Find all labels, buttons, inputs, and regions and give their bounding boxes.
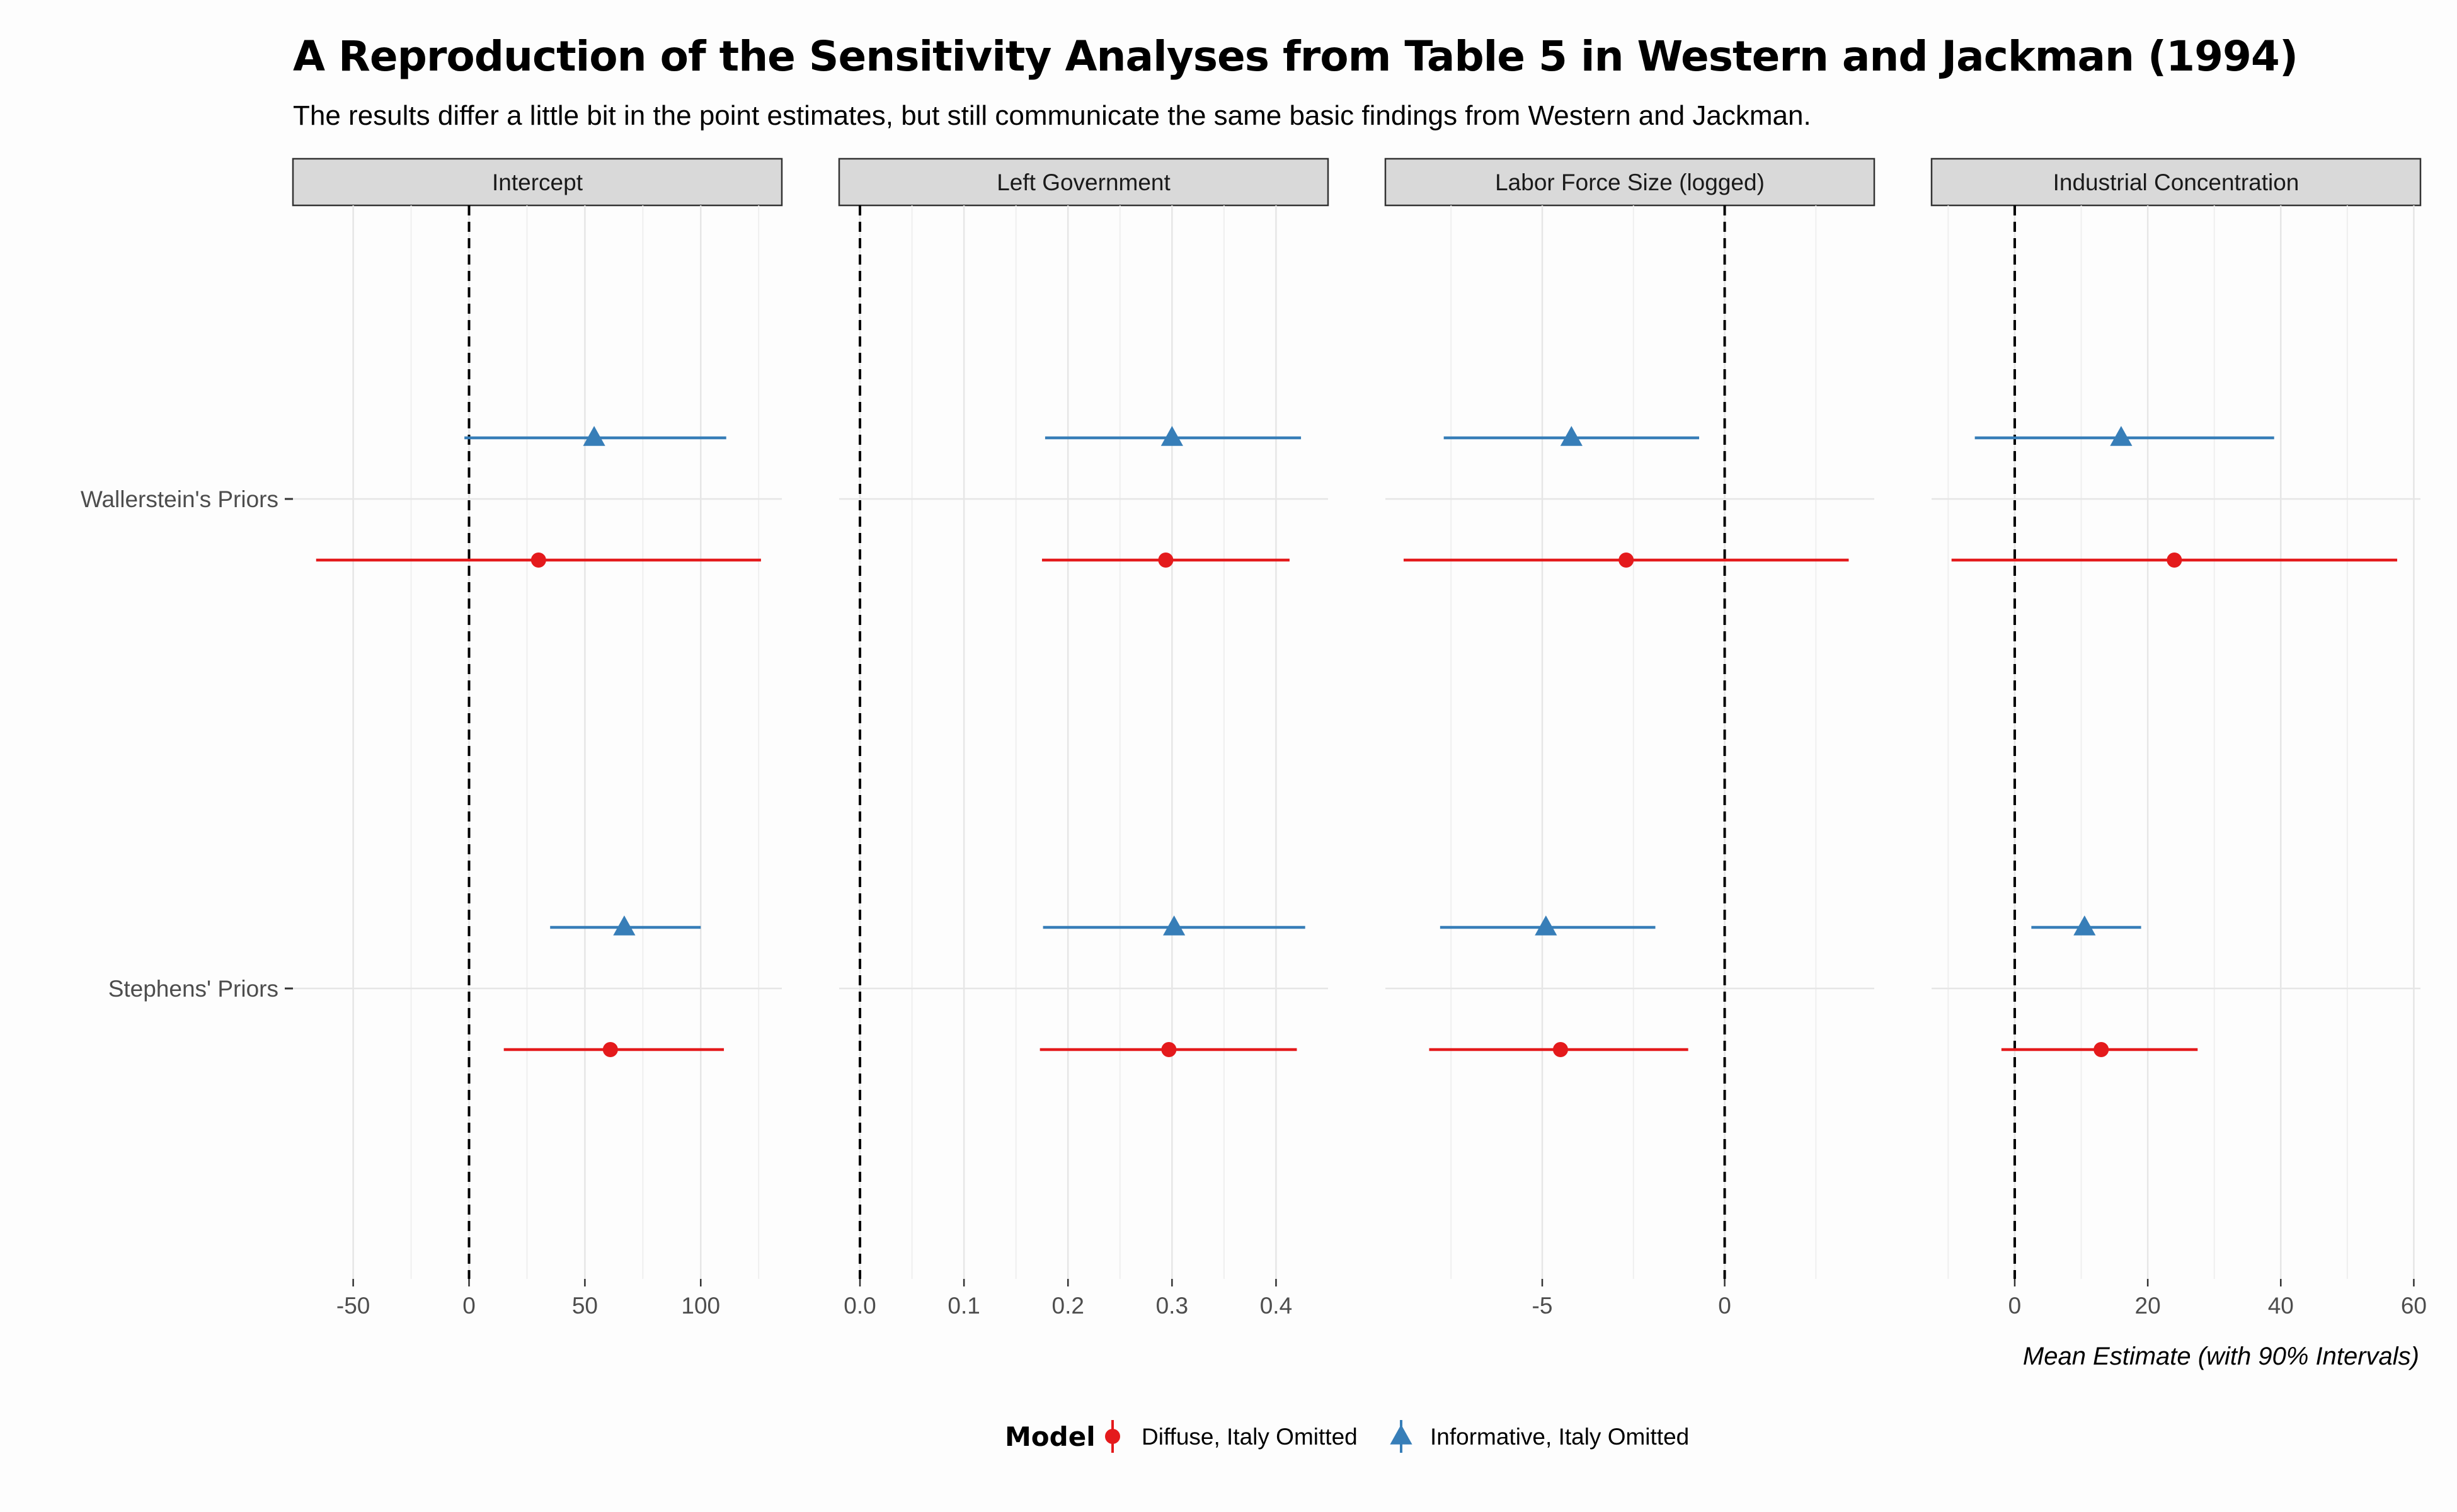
y-tick-label: Stephens' Priors	[108, 976, 278, 1002]
legend-title: Model	[1005, 1421, 1096, 1452]
x-tick-label: 100	[681, 1293, 720, 1319]
point-estimate	[1161, 1042, 1177, 1057]
chart-subtitle: The results differ a little bit in the p…	[293, 100, 1811, 131]
facet-label: Industrial Concentration	[2053, 169, 2300, 195]
x-tick-label: 0.0	[844, 1293, 876, 1319]
x-tick-label: 0	[1718, 1293, 1731, 1319]
x-tick-label: 0	[462, 1293, 476, 1319]
facet-label: Left Government	[997, 169, 1171, 195]
point-estimate	[613, 915, 636, 936]
facet-strip	[1930, 158, 2422, 207]
y-tick-label: Wallerstein's Priors	[81, 486, 278, 512]
chart-caption: Mean Estimate (with 90% Intervals)	[2023, 1343, 2419, 1370]
point-estimate	[2110, 426, 2133, 446]
legend-entry-label: Diffuse, Italy Omitted	[1142, 1424, 1358, 1450]
x-tick-label: 40	[2268, 1293, 2294, 1319]
x-tick-label: -50	[336, 1293, 370, 1319]
x-tick-label: 0.4	[1260, 1293, 1292, 1319]
point-estimate	[1160, 426, 1183, 446]
facet-label: Labor Force Size (logged)	[1495, 169, 1765, 195]
x-tick-label: 0.1	[948, 1293, 980, 1319]
panel-intercept: Intercept -50 0 50 100	[292, 158, 783, 1319]
point-estimate	[2073, 915, 2096, 936]
legend-key-circle	[1105, 1420, 1120, 1453]
point-estimate	[602, 1042, 618, 1057]
facet-strip	[1384, 158, 1876, 207]
facet-strip	[292, 158, 783, 207]
legend-entry-label: Informative, Italy Omitted	[1430, 1424, 1689, 1450]
y-axis: Wallerstein's Priors Stephens' Priors	[81, 486, 293, 1002]
point-estimate	[530, 553, 546, 568]
x-tick-label: 0.2	[1052, 1293, 1084, 1319]
point-estimate	[583, 426, 605, 446]
point-estimate	[1552, 1042, 1568, 1057]
panel-labor-force-size-logged-: Labor Force Size (logged) -5 0	[1384, 158, 1876, 1319]
legend-key-symbol	[1390, 1424, 1412, 1445]
point-estimate	[1158, 553, 1174, 568]
legend-key-symbol	[1105, 1429, 1120, 1444]
facet-label: Intercept	[492, 169, 583, 195]
legend: Model Diffuse, Italy Omitted Informative, …	[1005, 1420, 1689, 1453]
x-tick-label: 20	[2135, 1293, 2161, 1319]
point-estimate	[1560, 426, 1583, 446]
point-estimate	[1535, 915, 1557, 936]
legend-key-triangle	[1390, 1420, 1412, 1453]
point-estimate	[2167, 553, 2182, 568]
panel-left-government: Left Government 0.0 0.1 0.2 0.3 0.4	[838, 158, 1329, 1319]
facet-strip	[838, 158, 1329, 207]
panel-industrial-concentration: Industrial Concentration 0 20 40 60	[1930, 158, 2427, 1319]
x-tick-label: 50	[572, 1293, 598, 1319]
point-estimate	[1618, 553, 1634, 568]
point-estimate	[2093, 1042, 2109, 1057]
point-estimate	[1163, 915, 1186, 936]
x-tick-label: 0.3	[1156, 1293, 1188, 1319]
chart-title: A Reproduction of the Sensitivity Analys…	[293, 32, 2298, 81]
x-tick-label: 0	[2008, 1293, 2022, 1319]
x-tick-label: 60	[2401, 1293, 2427, 1319]
x-tick-label: -5	[1532, 1293, 1553, 1319]
